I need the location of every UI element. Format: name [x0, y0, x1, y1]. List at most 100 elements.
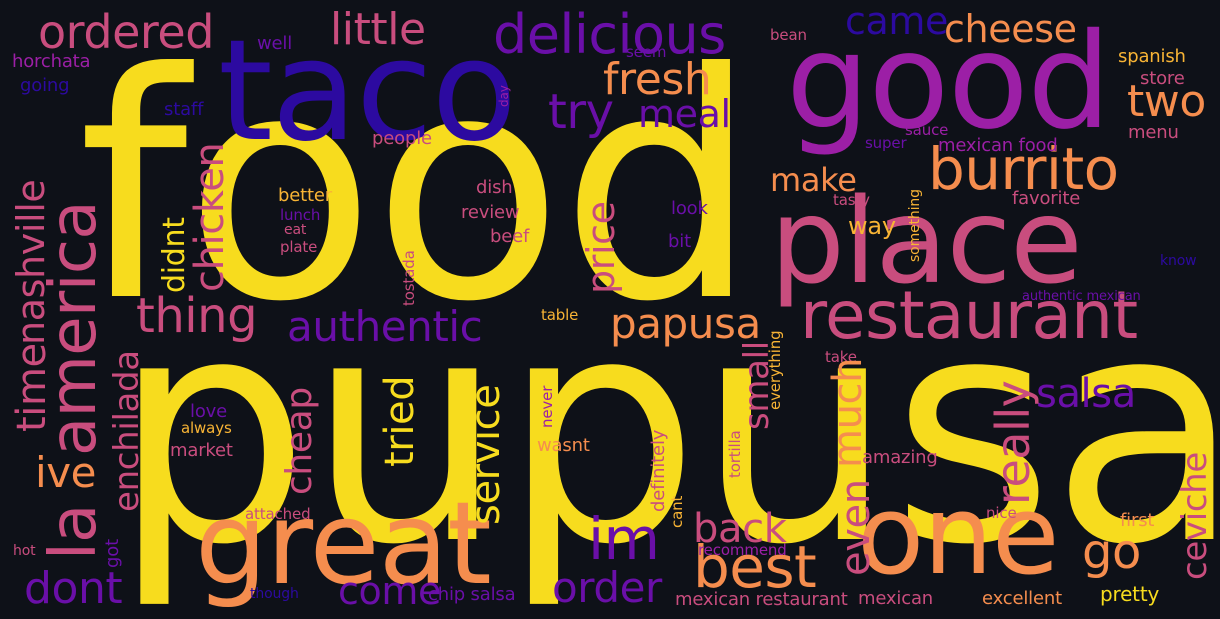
word-back: back: [693, 506, 787, 552]
word-mexican: mexican: [858, 588, 934, 609]
word-burrito: burrito: [928, 135, 1119, 203]
word-market: market: [170, 440, 233, 461]
word-ordered: ordered: [38, 5, 214, 59]
word-one: one: [857, 471, 1060, 599]
word-review: review: [461, 202, 520, 223]
word-way: way: [848, 212, 896, 240]
word-excellent: excellent: [982, 588, 1062, 609]
word-eat: eat: [284, 222, 307, 238]
word-though: though: [250, 586, 299, 602]
word-go: go: [1082, 524, 1141, 580]
word-store: store: [1140, 68, 1185, 89]
word-two: two: [1127, 76, 1206, 127]
word-time: time: [9, 343, 55, 432]
word-mexican-food: mexican food: [938, 135, 1058, 156]
word-im: im: [588, 505, 660, 573]
word-bit: bit: [668, 231, 691, 252]
word-everything: everything: [766, 330, 784, 410]
word-beef: beef: [490, 226, 530, 247]
word-horchata: horchata: [12, 51, 91, 72]
word-got: got: [102, 539, 123, 568]
word-service: service: [463, 384, 509, 525]
word-tostada: tostada: [400, 250, 418, 306]
word-better: better: [278, 185, 333, 206]
word-chip-salsa: chip salsa: [428, 584, 516, 605]
word-know: know: [1160, 253, 1197, 269]
word-something: something: [907, 189, 923, 262]
word-hot: hot: [13, 543, 36, 559]
word-authentic-mexican: authentic mexican: [1022, 289, 1141, 304]
word-mexican-restaurant: mexican restaurant: [675, 589, 848, 610]
word-people: people: [372, 128, 432, 149]
word-order: order: [552, 563, 662, 612]
word-delicious: delicious: [493, 3, 726, 66]
word-look: look: [671, 198, 708, 219]
word-wasnt: wasnt: [537, 435, 590, 456]
word-little: little: [330, 4, 426, 55]
word-never: never: [538, 385, 556, 428]
word-even: even: [833, 479, 879, 576]
word-cheese: cheese: [944, 7, 1077, 51]
word-good: good: [786, 5, 1111, 159]
word-dish: dish: [476, 177, 513, 198]
word-thing: thing: [136, 288, 258, 344]
word-ceviche: ceviche: [1175, 452, 1215, 580]
word-seem: seem: [626, 43, 667, 61]
word-always: always: [181, 419, 232, 437]
word-came: came: [845, 0, 949, 43]
word-la: la: [37, 504, 111, 560]
word-dont: dont: [24, 563, 123, 614]
word-best: best: [693, 533, 817, 601]
word-spanish: spanish: [1118, 46, 1186, 67]
word-fresh: fresh: [603, 54, 712, 105]
word-papusa: papusa: [610, 299, 761, 348]
word-plate: plate: [280, 238, 318, 256]
word-bean: bean: [770, 26, 807, 44]
word-lunch: lunch: [280, 206, 321, 224]
word-sauce: sauce: [905, 121, 949, 139]
word-recommend: recommend: [698, 541, 787, 559]
word-ive: ive: [35, 448, 97, 497]
word-going: going: [20, 75, 70, 96]
word-food: food: [78, 6, 758, 370]
word-cheap: cheap: [279, 387, 320, 495]
word-salsa: salsa: [1036, 371, 1136, 417]
word-amazing: amazing: [862, 447, 938, 468]
word-definitely: definitely: [648, 429, 669, 512]
word-authentic: authentic: [287, 302, 483, 351]
word-come: come: [338, 569, 442, 613]
word-tried: tried: [377, 375, 423, 467]
word-first: first: [1120, 510, 1155, 531]
word-great: great: [195, 477, 492, 610]
word-tortilla: tortilla: [726, 430, 744, 478]
word-meal: meal: [638, 92, 731, 136]
word-menu: menu: [1128, 122, 1179, 143]
word-place: place: [770, 172, 1083, 310]
word-attached: attached: [245, 505, 311, 523]
word-pupusa-big: pupusa: [112, 249, 1220, 613]
word-chicken: chicken: [187, 142, 233, 292]
word-staff: staff: [164, 99, 204, 120]
word-nashville: nashville: [9, 179, 53, 345]
word-cant: cant: [668, 495, 686, 528]
word-much: much: [825, 357, 871, 468]
word-nice: nice: [986, 504, 1017, 522]
word-taco: taco: [218, 10, 517, 173]
word-table: table: [541, 306, 579, 324]
word-make: make: [770, 161, 857, 199]
word-price: price: [579, 201, 623, 294]
word-favorite: favorite: [1012, 188, 1081, 209]
word-love: love: [190, 401, 228, 422]
word-restaurant: restaurant: [800, 277, 1138, 354]
word-super: super: [865, 134, 907, 152]
word-day: day: [497, 85, 511, 107]
word-really: really: [986, 380, 1040, 505]
word-well: well: [257, 33, 293, 54]
word-didnt: didnt: [157, 217, 192, 293]
word-enchilada: enchilada: [107, 350, 147, 512]
word-try: try: [548, 84, 614, 140]
word-take: take: [825, 348, 857, 366]
word-tasty: tasty: [833, 191, 870, 209]
word-pretty: pretty: [1100, 582, 1160, 606]
